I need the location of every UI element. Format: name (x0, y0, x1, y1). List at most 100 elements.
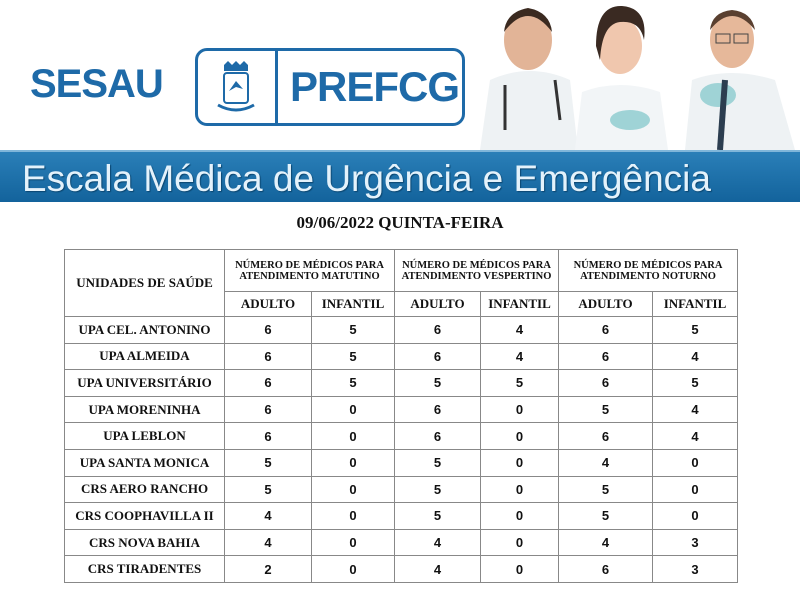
unit-name: UPA UNIVERSITÁRIO (64, 369, 225, 397)
doctor-count-cell: 4 (558, 448, 653, 477)
doctor-count-cell: 4 (652, 342, 738, 371)
unit-name: UPA ALMEIDA (64, 342, 225, 371)
doctor-count-cell: 6 (558, 422, 653, 450)
doctor-count-cell: 6 (394, 422, 481, 450)
group-header-matutino: NÚMERO DE MÉDICOS PARA ATENDIMENTO MATUT… (224, 249, 395, 292)
doctor-count-cell: 3 (652, 555, 738, 583)
title-banner: Escala Médica de Urgência e Emergência (0, 150, 800, 202)
doctor-count-cell: 0 (480, 422, 559, 450)
unit-name: UPA SANTA MONICA (64, 448, 225, 477)
doctor-count-cell: 5 (224, 475, 312, 504)
doctor-count-cell: 6 (224, 316, 312, 344)
doctor-count-cell: 5 (558, 502, 653, 530)
doctor-count-cell: 6 (394, 316, 481, 344)
doctor-1 (480, 8, 578, 150)
prefcg-logo: PREFCG (195, 48, 465, 126)
doctor-3 (685, 10, 795, 150)
doctor-count-cell: 5 (394, 475, 481, 504)
doctor-count-cell: 6 (394, 342, 481, 371)
doctor-count-cell: 6 (224, 342, 312, 371)
table-row: CRS AERO RANCHO 5 0 5 0 5 0 (64, 475, 738, 504)
doctor-count-cell: 6 (224, 369, 312, 397)
subheader-infantil: INFANTIL (652, 291, 738, 317)
doctor-count-cell: 6 (558, 369, 653, 397)
doctor-count-cell: 0 (311, 448, 395, 477)
doctor-count-cell: 6 (394, 395, 481, 424)
table-row: CRS TIRADENTES 2 0 4 0 6 3 (64, 555, 738, 583)
doctor-count-cell: 0 (480, 502, 559, 530)
schedule-table: UNIDADES DE SAÚDE NÚMERO DE MÉDICOS PARA… (64, 249, 738, 583)
group-header-vespertino: NÚMERO DE MÉDICOS PARA ATENDIMENTO VESPE… (394, 249, 559, 292)
table-row: UPA ALMEIDA 6 5 6 4 6 4 (64, 342, 738, 371)
doctor-count-cell: 0 (311, 475, 395, 504)
doctor-count-cell: 4 (480, 316, 559, 344)
doctor-count-cell: 4 (394, 555, 481, 583)
subheader-infantil: INFANTIL (311, 291, 395, 317)
doctor-count-cell: 2 (224, 555, 312, 583)
doctor-2 (575, 5, 668, 150)
doctor-count-cell: 5 (394, 502, 481, 530)
unit-column-header: UNIDADES DE SAÚDE (64, 249, 225, 317)
subheader-adulto: ADULTO (224, 291, 312, 317)
table-row: UPA CEL. ANTONINO 6 5 6 4 6 5 (64, 316, 738, 344)
doctor-count-cell: 5 (311, 369, 395, 397)
doctor-count-cell: 6 (558, 342, 653, 371)
doctor-count-cell: 4 (224, 502, 312, 530)
date-heading: 09/06/2022 QUINTA-FEIRA (296, 213, 504, 232)
doctor-count-cell: 5 (558, 475, 653, 504)
doctor-count-cell: 5 (652, 316, 738, 344)
group-header-noturno: NÚMERO DE MÉDICOS PARA ATENDIMENTO NOTUR… (558, 249, 738, 292)
unit-name: UPA MORENINHA (64, 395, 225, 424)
doctor-count-cell: 5 (394, 369, 481, 397)
doctor-count-cell: 4 (652, 422, 738, 450)
doctor-count-cell: 5 (394, 448, 481, 477)
doctor-count-cell: 4 (652, 395, 738, 424)
doctor-count-cell: 0 (480, 448, 559, 477)
doctor-count-cell: 3 (652, 528, 738, 557)
doctor-count-cell: 0 (311, 528, 395, 557)
doctor-count-cell: 0 (311, 555, 395, 583)
doctor-count-cell: 5 (224, 448, 312, 477)
subheader-infantil: INFANTIL (480, 291, 559, 317)
doctor-count-cell: 0 (480, 555, 559, 583)
unit-name: CRS TIRADENTES (64, 555, 225, 583)
doctor-count-cell: 6 (558, 316, 653, 344)
doctor-count-cell: 0 (311, 395, 395, 424)
doctor-count-cell: 4 (558, 528, 653, 557)
doctor-count-cell: 4 (224, 528, 312, 557)
doctor-count-cell: 5 (480, 369, 559, 397)
subheader-adulto: ADULTO (394, 291, 481, 317)
doctor-count-cell: 6 (224, 395, 312, 424)
doctor-count-cell: 0 (480, 395, 559, 424)
unit-name: CRS COOPHAVILLA II (64, 502, 225, 530)
doctor-count-cell: 4 (480, 342, 559, 371)
city-crest-icon (217, 61, 255, 112)
unit-name: UPA CEL. ANTONINO (64, 316, 225, 344)
table-row: UPA UNIVERSITÁRIO 6 5 5 5 6 5 (64, 369, 738, 397)
doctor-count-cell: 5 (558, 395, 653, 424)
table-row: UPA LEBLON 6 0 6 0 6 4 (64, 422, 738, 450)
doctor-count-cell: 0 (311, 422, 395, 450)
doctor-count-cell: 0 (311, 502, 395, 530)
doctor-count-cell: 5 (311, 316, 395, 344)
doctors-photo (470, 0, 800, 150)
header: SESAU PREFCG (0, 0, 800, 150)
doctor-count-cell: 0 (480, 528, 559, 557)
doctor-count-cell: 0 (652, 502, 738, 530)
doctor-count-cell: 4 (394, 528, 481, 557)
table-row: CRS COOPHAVILLA II 4 0 5 0 5 0 (64, 502, 738, 530)
subheader-adulto: ADULTO (558, 291, 653, 317)
doctor-count-cell: 5 (311, 342, 395, 371)
unit-name: CRS AERO RANCHO (64, 475, 225, 504)
unit-name: UPA LEBLON (64, 422, 225, 450)
table-row: CRS NOVA BAHIA 4 0 4 0 4 3 (64, 528, 738, 557)
table-row: UPA MORENINHA 6 0 6 0 5 4 (64, 395, 738, 424)
doctor-count-cell: 6 (558, 555, 653, 583)
sesau-logo: SESAU (30, 62, 164, 106)
banner-title: Escala Médica de Urgência e Emergência (22, 158, 711, 199)
doctor-count-cell: 0 (652, 448, 738, 477)
prefcg-text: PREFCG (290, 63, 460, 110)
logo-divider (275, 51, 278, 123)
doctor-count-cell: 5 (652, 369, 738, 397)
doctor-count-cell: 6 (224, 422, 312, 450)
